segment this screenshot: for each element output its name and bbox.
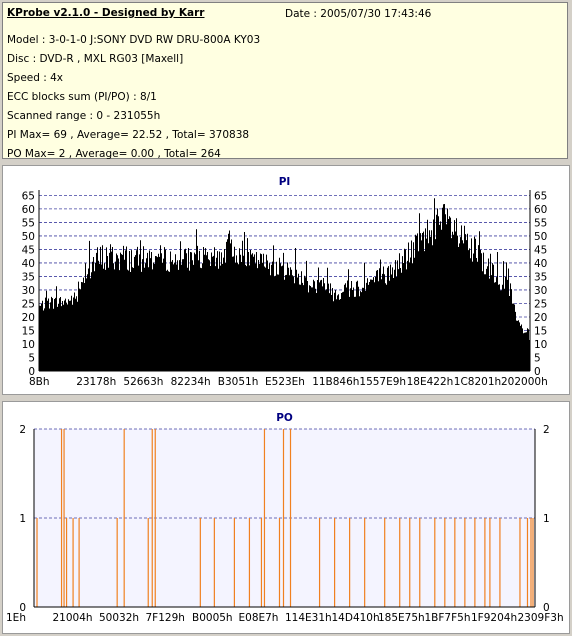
po-stats: PO Max= 2 , Average= 0.00 , Total= 264 — [7, 148, 221, 160]
y-tick-right: 0 — [534, 366, 541, 378]
x-tick-label: 1557E9h — [359, 376, 406, 388]
y-tick-left: 0 — [28, 366, 35, 378]
y-tick-right: 45 — [534, 244, 547, 256]
y-tick-left: 30 — [22, 285, 35, 297]
disc-info: Disc : DVD-R , MXL RG03 [Maxell] — [7, 53, 184, 65]
y-tick-left: 45 — [22, 244, 35, 256]
x-tick-label: 1Eh — [6, 612, 26, 624]
y-tick-right: 40 — [534, 258, 547, 270]
y-tick-left: 60 — [22, 204, 35, 216]
y-tick-right: 35 — [534, 271, 547, 283]
y-tick-right: 60 — [534, 204, 547, 216]
y-tick-right: 1 — [543, 513, 550, 525]
po-chart: 0 0 1 1 2 2 PO 1Eh 21004h 50032h 7F129h B0005h E08E7… — [6, 412, 564, 624]
y-tick-left: 20 — [22, 312, 35, 324]
po-chart-title: PO — [276, 412, 293, 424]
y-tick-right: 25 — [534, 298, 547, 310]
y-tick-left: 5 — [28, 352, 35, 364]
ecc-sum: ECC blocks sum (PI/PO) : 8/1 — [7, 91, 157, 103]
x-tick-label: 82234h — [171, 376, 211, 388]
x-tick-label: E08E7h — [239, 612, 279, 624]
y-tick-left: 15 — [22, 325, 35, 337]
y-tick-right: 55 — [534, 217, 547, 229]
x-tick-label: 8Bh — [29, 376, 50, 388]
y-tick-right: 30 — [534, 285, 547, 297]
po-chart-panel: 0 0 1 1 2 2 PO 1Eh 21004h 50032h 7F129h B0005h E08E7… — [2, 401, 570, 634]
x-tick-label: 52663h — [123, 376, 163, 388]
speed-info: Speed : 4x — [7, 72, 64, 84]
pi-chart-panel: 0 0 5 5 10 10 15 15 20 20 25 25 30 30 35 35 40 40 45 45 50 50… — [2, 165, 570, 395]
y-tick-left: 65 — [22, 190, 35, 202]
x-tick-label: 23178h — [76, 376, 116, 388]
y-tick-right: 65 — [534, 190, 547, 202]
x-tick-label: 21004h — [53, 612, 93, 624]
y-tick-left: 25 — [22, 298, 35, 310]
y-tick-right: 2 — [543, 424, 550, 436]
scanned-range: Scanned range : 0 - 231055h — [7, 110, 161, 122]
y-tick-left: 35 — [22, 271, 35, 283]
x-tick-label: 2309F3h — [518, 612, 564, 624]
x-tick-label: 1BF7F5h — [425, 612, 471, 624]
y-tick-right: 0 — [543, 602, 550, 614]
y-tick-left: 2 — [19, 424, 26, 436]
pi-stats: PI Max= 69 , Average= 22.52 , Total= 370… — [7, 129, 250, 141]
y-tick-left: 55 — [22, 217, 35, 229]
y-tick-right: 10 — [534, 339, 547, 351]
y-tick-right: 5 — [534, 352, 541, 364]
info-panel: KProbe v2.1.0 - Designed by Karr Date : … — [2, 2, 568, 160]
x-tick-label: 7F129h — [146, 612, 185, 624]
y-tick-left: 10 — [22, 339, 35, 351]
x-tick-label: 14D410h — [332, 612, 380, 624]
pi-chart-title: PI — [279, 176, 291, 188]
y-tick-left: 1 — [19, 513, 26, 525]
y-tick-right: 50 — [534, 231, 547, 243]
app-title: KProbe v2.1.0 - Designed by Karr — [7, 7, 205, 19]
scan-date: Date : 2005/07/30 17:43:46 — [285, 8, 432, 20]
x-tick-label: 1C8201h — [454, 376, 501, 388]
x-tick-label: 202000h — [501, 376, 548, 388]
x-tick-label: E523Eh — [265, 376, 305, 388]
y-tick-left: 40 — [22, 258, 35, 270]
drive-model: Model : 3-0-1-0 J:SONY DVD RW DRU-800A K… — [7, 34, 261, 46]
x-tick-label: B0005h — [192, 612, 233, 624]
x-tick-label: 185E75h — [378, 612, 425, 624]
x-tick-label: 50032h — [99, 612, 139, 624]
x-tick-label: 1F9204h — [471, 612, 517, 624]
y-tick-left: 0 — [19, 602, 26, 614]
y-tick-left: 50 — [22, 231, 35, 243]
x-tick-label: 11B846h — [312, 376, 359, 388]
x-tick-label: B3051h — [218, 376, 259, 388]
y-tick-right: 15 — [534, 325, 547, 337]
x-tick-label: 18E422h — [407, 376, 454, 388]
x-tick-label: 114E31h — [285, 612, 332, 624]
y-tick-right: 20 — [534, 312, 547, 324]
